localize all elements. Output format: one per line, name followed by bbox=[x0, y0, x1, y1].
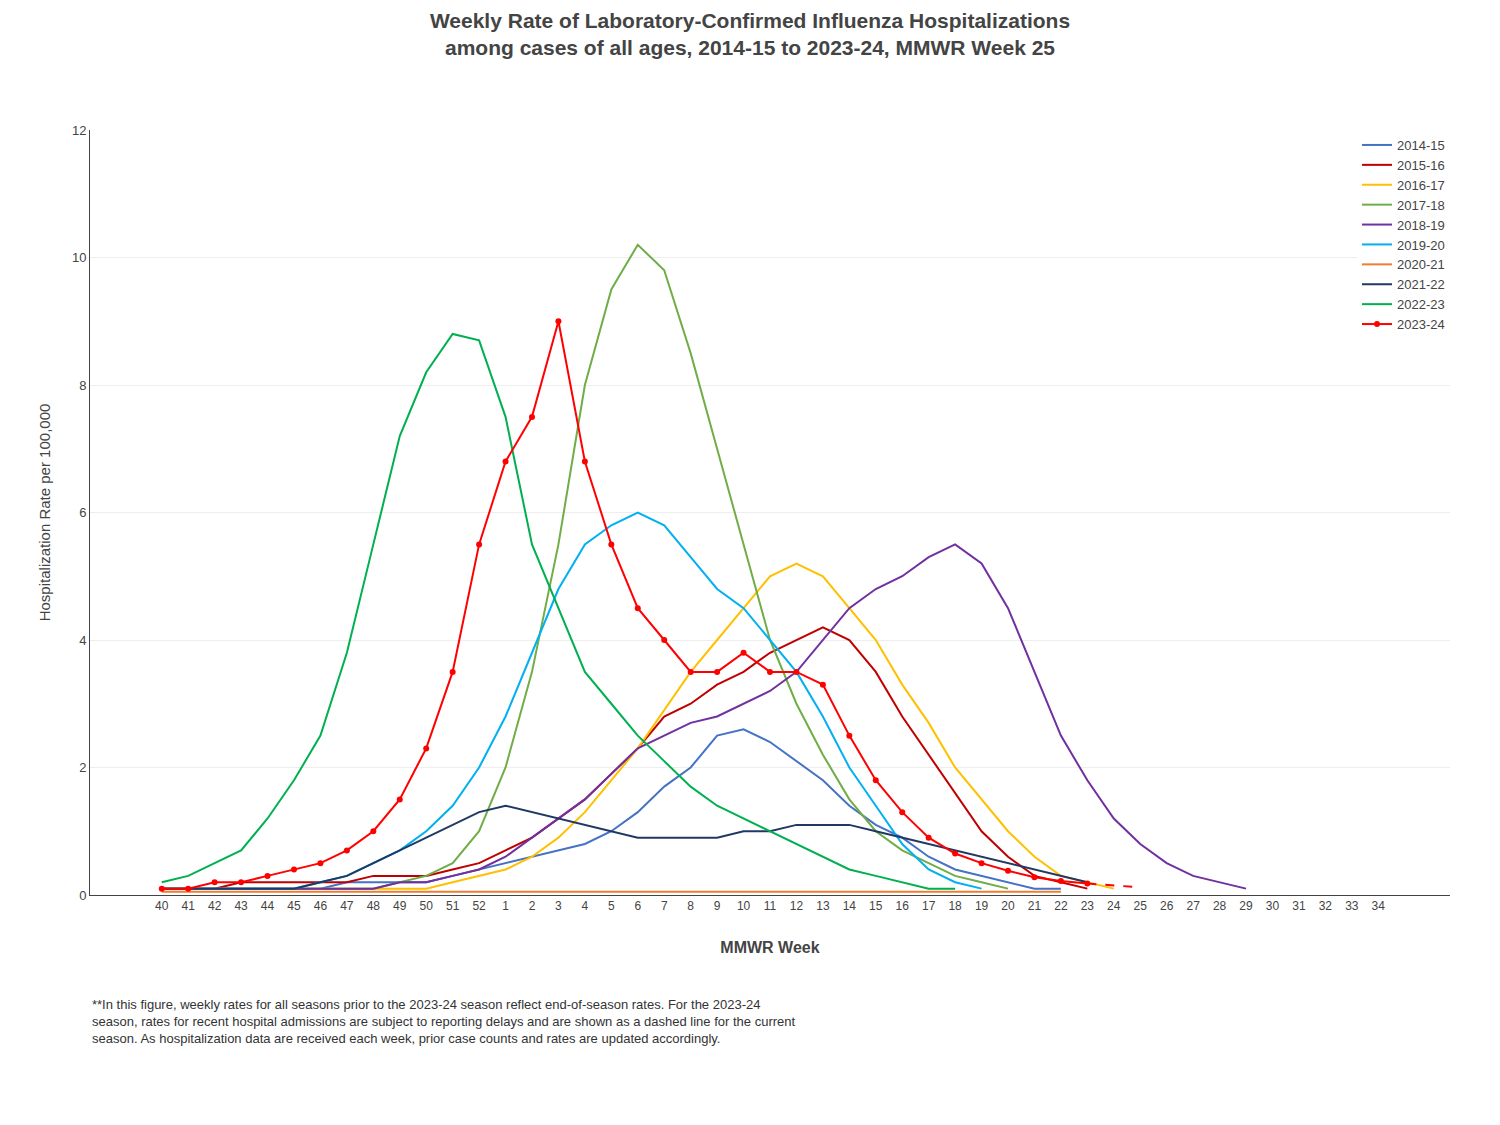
svg-text:1: 1 bbox=[502, 899, 509, 913]
svg-text:13: 13 bbox=[816, 899, 830, 913]
svg-text:45: 45 bbox=[287, 899, 301, 913]
svg-text:4: 4 bbox=[79, 633, 86, 648]
svg-text:25: 25 bbox=[1134, 899, 1148, 913]
svg-text:42: 42 bbox=[208, 899, 222, 913]
svg-text:2018-19: 2018-19 bbox=[1397, 218, 1445, 233]
svg-text:28: 28 bbox=[1213, 899, 1227, 913]
svg-text:2014-15: 2014-15 bbox=[1397, 138, 1445, 153]
svg-text:2022-23: 2022-23 bbox=[1397, 297, 1445, 312]
svg-text:2021-22: 2021-22 bbox=[1397, 277, 1445, 292]
svg-text:8: 8 bbox=[687, 899, 694, 913]
svg-text:10: 10 bbox=[737, 899, 751, 913]
svg-text:49: 49 bbox=[393, 899, 407, 913]
svg-text:2016-17: 2016-17 bbox=[1397, 178, 1445, 193]
svg-text:52: 52 bbox=[472, 899, 486, 913]
svg-text:30: 30 bbox=[1266, 899, 1280, 913]
svg-text:31: 31 bbox=[1292, 899, 1306, 913]
svg-text:2015-16: 2015-16 bbox=[1397, 158, 1445, 173]
svg-text:46: 46 bbox=[314, 899, 328, 913]
svg-text:18: 18 bbox=[948, 899, 962, 913]
svg-text:40: 40 bbox=[155, 899, 169, 913]
svg-text:33: 33 bbox=[1345, 899, 1359, 913]
svg-text:Weekly Rate of Laboratory-Conf: Weekly Rate of Laboratory-Confirmed Infl… bbox=[430, 9, 1070, 59]
svg-text:12: 12 bbox=[790, 899, 804, 913]
svg-text:17: 17 bbox=[922, 899, 936, 913]
svg-text:0: 0 bbox=[79, 888, 86, 903]
svg-text:3: 3 bbox=[555, 899, 562, 913]
svg-text:50: 50 bbox=[420, 899, 434, 913]
svg-text:21: 21 bbox=[1028, 899, 1042, 913]
svg-text:MMWR Week: MMWR Week bbox=[720, 939, 819, 956]
svg-text:6: 6 bbox=[79, 505, 86, 520]
svg-text:34: 34 bbox=[1372, 899, 1386, 913]
svg-text:2019-20: 2019-20 bbox=[1397, 238, 1445, 253]
svg-text:14: 14 bbox=[843, 899, 857, 913]
svg-text:29: 29 bbox=[1239, 899, 1253, 913]
svg-text:15: 15 bbox=[869, 899, 883, 913]
svg-text:43: 43 bbox=[234, 899, 248, 913]
svg-text:32: 32 bbox=[1319, 899, 1333, 913]
svg-text:16: 16 bbox=[896, 899, 910, 913]
svg-text:**In this figure, weekly rates: **In this figure, weekly rates for all s… bbox=[92, 997, 796, 1046]
svg-text:5: 5 bbox=[608, 899, 615, 913]
svg-text:2: 2 bbox=[79, 760, 86, 775]
svg-text:27: 27 bbox=[1186, 899, 1200, 913]
svg-text:47: 47 bbox=[340, 899, 354, 913]
svg-text:26: 26 bbox=[1160, 899, 1174, 913]
svg-text:10: 10 bbox=[72, 250, 86, 265]
svg-text:41: 41 bbox=[182, 899, 196, 913]
svg-text:19: 19 bbox=[975, 899, 989, 913]
svg-text:11: 11 bbox=[764, 899, 777, 913]
svg-text:6: 6 bbox=[634, 899, 641, 913]
svg-text:Hospitalization Rate per 100,0: Hospitalization Rate per 100,000 bbox=[36, 404, 53, 622]
svg-text:8: 8 bbox=[79, 378, 86, 393]
svg-text:23: 23 bbox=[1081, 899, 1095, 913]
svg-text:7: 7 bbox=[661, 899, 668, 913]
svg-text:51: 51 bbox=[446, 899, 460, 913]
svg-text:2020-21: 2020-21 bbox=[1397, 257, 1445, 272]
svg-text:12: 12 bbox=[72, 123, 86, 138]
svg-text:48: 48 bbox=[367, 899, 381, 913]
svg-text:4: 4 bbox=[582, 899, 589, 913]
svg-text:2: 2 bbox=[529, 899, 536, 913]
svg-text:2017-18: 2017-18 bbox=[1397, 198, 1445, 213]
svg-text:20: 20 bbox=[1001, 899, 1015, 913]
svg-text:22: 22 bbox=[1054, 899, 1068, 913]
svg-text:2023-24: 2023-24 bbox=[1397, 317, 1445, 332]
svg-text:44: 44 bbox=[261, 899, 275, 913]
svg-text:9: 9 bbox=[714, 899, 721, 913]
svg-text:24: 24 bbox=[1107, 899, 1121, 913]
